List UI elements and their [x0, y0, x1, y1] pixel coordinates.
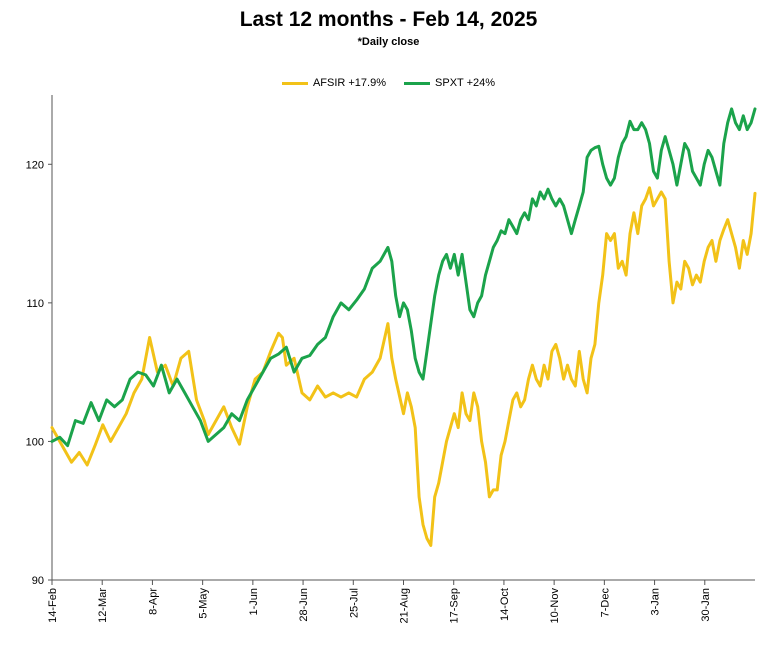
legend-swatch-afsir: [281, 81, 308, 85]
x-tick-label: 5-May: [198, 588, 210, 619]
series-line-spxt: [50, 107, 757, 448]
x-tick-label: 8-Apr: [147, 588, 159, 615]
y-tick-label: 110: [26, 298, 44, 310]
chart-title: Last 12 months - Feb 14, 2025: [239, 8, 538, 31]
legend-item-afsir: AFSIR +17.9%: [281, 77, 387, 89]
x-tick-label: 28-Jun: [298, 588, 310, 622]
legend: AFSIR +17.9% SPXT +24%: [0, 77, 777, 89]
x-tick-label: 7-Dec: [599, 588, 611, 618]
x-tick-label: 17-Sep: [449, 588, 461, 623]
y-tick-label: 90: [32, 575, 44, 587]
y-tick-label: 100: [26, 436, 44, 448]
legend-swatch-spxt: [404, 81, 431, 85]
legend-label-spxt: SPXT +24%: [435, 77, 496, 89]
x-tick-label: 1-Jun: [248, 588, 260, 616]
y-tick-label: 120: [26, 159, 44, 171]
x-tick-label: 14-Feb: [47, 588, 59, 623]
series-line-afsir: [50, 186, 757, 547]
x-tick-label: 3-Jan: [650, 588, 662, 616]
x-tick-label: 25-Jul: [348, 588, 360, 618]
x-tick-label: 21-Aug: [399, 588, 411, 623]
x-tick-label: 12-Mar: [97, 588, 109, 623]
legend-label-afsir: AFSIR +17.9%: [312, 77, 387, 89]
legend-item-spxt: SPXT +24%: [404, 77, 495, 89]
x-tick-label: 10-Nov: [549, 588, 561, 624]
chart-subtitle: *Daily close: [357, 36, 420, 48]
x-tick-label: 14-Oct: [499, 588, 511, 621]
x-tick-label: 30-Jan: [700, 588, 712, 622]
